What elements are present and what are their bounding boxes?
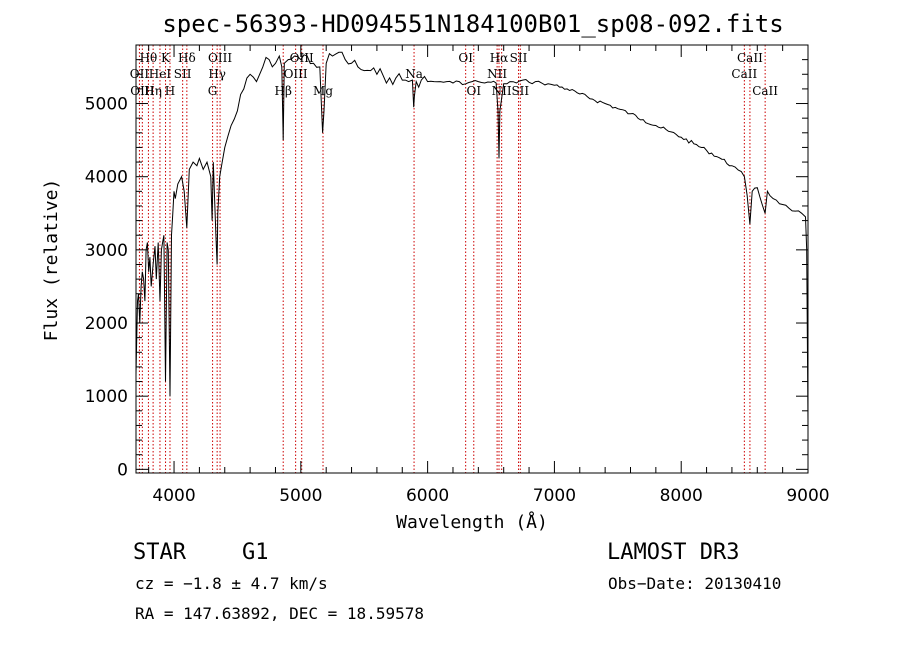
spectral-line-label: HeI [149, 67, 172, 81]
y-tick-label: 5000 [85, 95, 128, 115]
observation-date: Obs−Date: 20130410 [608, 574, 782, 593]
y-tick-label: 4000 [85, 168, 128, 188]
spectral-line-label: Mg [313, 84, 333, 98]
spectral-line-label: OIII [284, 67, 308, 81]
y-tick-label: 3000 [85, 241, 128, 261]
y-axis-ticks: 0 1000 2000 3000 4000 5000 [85, 59, 808, 480]
spectral-line-label: CaII [737, 51, 763, 65]
y-tick-label: 1000 [85, 387, 128, 407]
spectral-line-label: CaII [731, 67, 757, 81]
x-tick-label: 7000 [533, 486, 576, 506]
spectral-line-label: CaII [752, 84, 778, 98]
y-tick-label: 0 [117, 460, 128, 480]
x-tick-label: 9000 [786, 486, 829, 506]
spectral-line-label: SII [510, 51, 528, 65]
x-axis-ticks: 4000 5000 6000 7000 8000 9000 [148, 45, 830, 506]
spectral-line-label: G [208, 84, 218, 98]
redshift-velocity: cz = −1.8 ± 4.7 km/s [135, 574, 328, 593]
spectral-line-label: OI [466, 84, 481, 98]
object-class: STAR [133, 540, 186, 565]
spectral-line-label: SII [174, 67, 192, 81]
spectral-line-label: NII [487, 67, 507, 81]
spectral-line-label: OI [458, 51, 473, 65]
x-axis-label: Wavelength (Å) [396, 511, 548, 533]
x-tick-label: 6000 [406, 486, 449, 506]
spectral-line-label: Na [405, 67, 423, 81]
coordinates: RA = 147.63892, DEC = 18.59578 [135, 604, 424, 623]
y-axis-label: Flux (relative) [41, 179, 62, 342]
spectral-line-label: H [165, 84, 175, 98]
spectral-line-label: Hβ [275, 84, 292, 98]
spectral-line-label: Hδ [178, 51, 196, 65]
plot-frame [135, 44, 809, 474]
flux-series-line [135, 51, 809, 426]
x-tick-label: 5000 [279, 486, 322, 506]
spectral-line-label: Hγ [208, 67, 226, 81]
spectral-line-label: K [161, 51, 171, 65]
spectral-line-label: OIII [208, 51, 232, 65]
x-tick-label: 4000 [152, 486, 195, 506]
spectral-line-label: Hα [490, 51, 509, 65]
spectral-line-label: Hη [144, 84, 162, 98]
spectral-line-markers [138, 45, 766, 473]
spectral-line-label: Hθ [140, 51, 158, 65]
chart-title: spec-56393-HD094551N184100B01_sp08-092.f… [162, 10, 783, 38]
survey-name: LAMOST DR3 [607, 540, 740, 565]
spectral-line-labels: OIIOIIIHθHηHeIKHSIIHδGHγOIIIHβOIIIOIIIMg… [130, 51, 779, 98]
spectral-line-label: SII [511, 84, 529, 98]
object-subclass: G1 [242, 540, 269, 565]
y-tick-label: 2000 [85, 314, 128, 334]
title-layer: spec-56393-HD094551N184100B01_sp08-092.f… [162, 10, 783, 38]
x-tick-label: 8000 [660, 486, 703, 506]
